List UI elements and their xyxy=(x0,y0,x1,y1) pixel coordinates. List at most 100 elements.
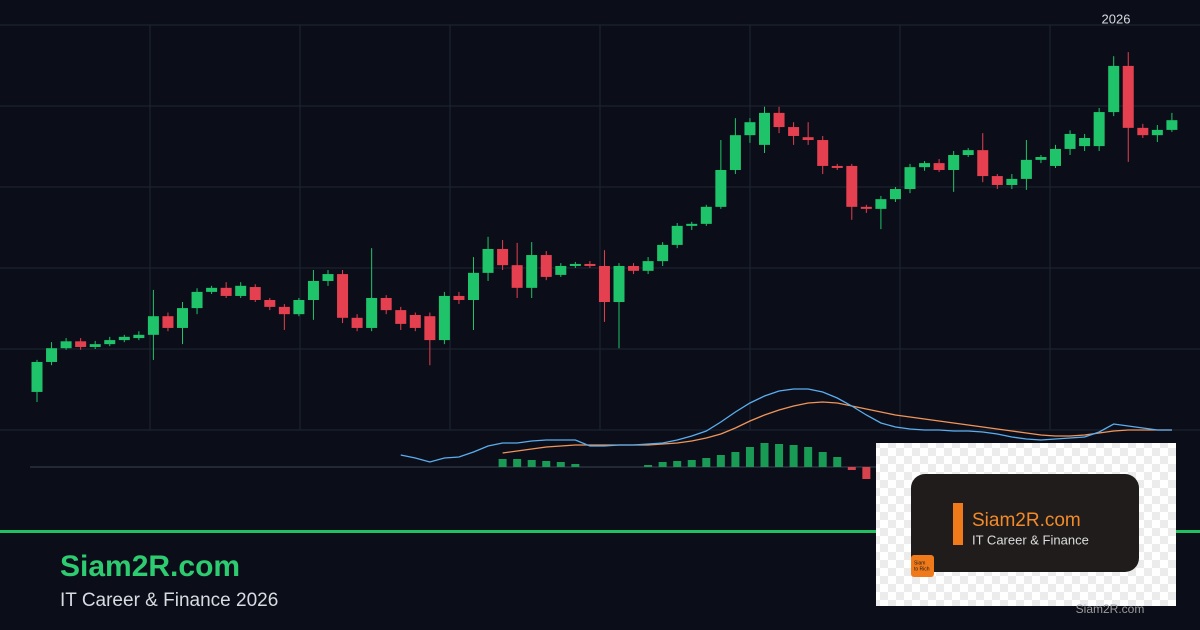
candle-body xyxy=(802,137,814,141)
candle-body xyxy=(555,265,567,275)
candle-body xyxy=(613,265,625,303)
histogram-bar xyxy=(527,460,536,467)
candle-body xyxy=(729,135,741,170)
candle-body xyxy=(628,265,640,271)
candle-body xyxy=(991,176,1003,185)
histogram-bar xyxy=(644,465,653,467)
candle-body xyxy=(1079,137,1091,147)
candle-body xyxy=(584,263,596,266)
logo xyxy=(911,555,934,577)
candle-body xyxy=(1006,178,1018,185)
watermark: Siam2R.com xyxy=(1076,602,1145,616)
candle-body xyxy=(482,248,494,273)
candle-body xyxy=(1108,65,1120,113)
candle-body xyxy=(642,261,654,271)
candle-body xyxy=(89,344,101,347)
candle-body xyxy=(1093,112,1105,147)
histogram-bar xyxy=(760,443,769,467)
candle-body xyxy=(1035,157,1047,160)
card-panel xyxy=(911,474,1139,572)
logo-text: Siam xyxy=(914,560,925,566)
candle-body xyxy=(889,189,901,200)
histogram-bar xyxy=(571,464,580,467)
candle-body xyxy=(831,165,843,168)
candle-body xyxy=(351,317,363,328)
candle-body xyxy=(1064,133,1076,149)
candle-body xyxy=(540,255,552,277)
logo-text: to Rich xyxy=(914,566,930,572)
candle-body xyxy=(773,112,785,128)
candle-body xyxy=(686,223,698,226)
candle-body xyxy=(133,334,145,339)
candle-body xyxy=(598,265,610,303)
candle-body xyxy=(919,163,931,168)
candle-body xyxy=(846,165,858,207)
candle-body xyxy=(788,127,800,136)
brand-title: Siam2R.com xyxy=(60,550,240,583)
histogram-bar xyxy=(658,462,667,467)
candle-body xyxy=(1137,127,1149,136)
candle-body xyxy=(744,122,756,136)
candle-body xyxy=(715,169,727,207)
histogram-bar xyxy=(847,467,856,470)
candle-body xyxy=(933,163,945,170)
card-title: Siam2R.com xyxy=(972,510,1081,531)
candle-body xyxy=(1050,148,1061,166)
candle-body xyxy=(526,255,538,288)
candle-body xyxy=(1166,120,1178,130)
candle-body xyxy=(468,272,479,300)
candle-body xyxy=(293,299,305,315)
candle-body xyxy=(264,299,276,307)
candle-body xyxy=(657,244,669,262)
card-accent xyxy=(953,503,963,545)
candle-body xyxy=(395,310,407,324)
candle-body xyxy=(31,361,43,392)
candle-body xyxy=(860,206,872,209)
candle-body xyxy=(497,248,509,266)
candle-body xyxy=(147,316,159,335)
candle-body xyxy=(904,167,916,190)
macd-panel xyxy=(30,388,1176,479)
candle-body xyxy=(511,265,523,288)
candle-body xyxy=(380,297,392,311)
brand-subtitle: IT Career & Finance 2026 xyxy=(60,590,278,611)
candle-body xyxy=(307,280,319,300)
candle-body xyxy=(60,341,72,349)
year-label: 2026 xyxy=(1102,11,1131,26)
candle-body xyxy=(875,199,887,209)
histogram-bar xyxy=(673,461,682,467)
candle-body xyxy=(1122,65,1134,128)
macd-line xyxy=(400,388,1172,463)
candle-body xyxy=(322,274,334,281)
candle-body xyxy=(104,340,116,345)
candle-body xyxy=(759,112,770,145)
candle-body xyxy=(177,308,188,328)
histogram-bar xyxy=(833,457,842,467)
candle-body xyxy=(948,155,960,170)
histogram-bar xyxy=(804,447,813,467)
candle-body xyxy=(424,316,436,341)
candle-body xyxy=(1020,159,1032,179)
candle-body xyxy=(278,306,290,315)
candle-body xyxy=(817,140,829,166)
vertical-grid xyxy=(149,25,1051,430)
candle-body xyxy=(249,287,261,300)
candles xyxy=(0,24,1200,431)
brand-card: Siam2R.com IT Career & Finance Siam to R… xyxy=(876,443,1176,616)
histogram-bar xyxy=(745,447,754,467)
candle-body xyxy=(1151,129,1163,136)
histogram-bar xyxy=(818,452,827,467)
candle-body xyxy=(220,287,232,296)
candle-body xyxy=(118,336,130,341)
histogram-bar xyxy=(862,467,871,479)
candle-body xyxy=(206,287,218,292)
candle-body xyxy=(671,225,683,245)
histogram-bar xyxy=(702,458,711,467)
candle-body xyxy=(569,263,581,266)
candle-body xyxy=(409,314,421,328)
candle-body xyxy=(962,150,974,156)
histogram-bar xyxy=(687,460,696,467)
candle-body xyxy=(75,341,87,347)
